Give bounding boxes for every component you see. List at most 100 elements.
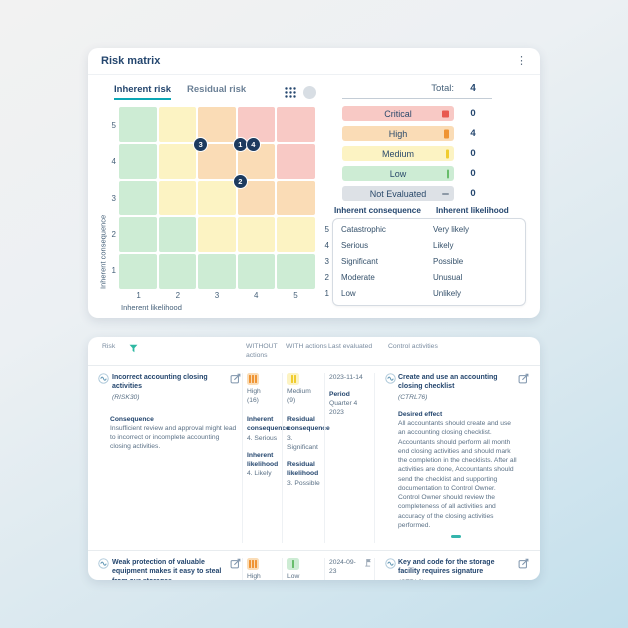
scale-levels-column: 5 4 3 2 1 (320, 218, 332, 306)
likelihood-value: 4. Likely (247, 470, 272, 478)
matrix-legend-section: Total: 4 Critical 0 High 4 Medium 0 Low 0 Not Ev… (320, 81, 530, 312)
legend-row: Medium 0 (342, 146, 492, 161)
scale-likelihood: Possible (433, 257, 464, 266)
view-toggle-circle[interactable] (303, 85, 317, 99)
desired-effect-label: Desired effect (398, 410, 443, 418)
matrix-cell-green[interactable] (158, 217, 197, 253)
legend-swatch-icon (442, 110, 449, 117)
x-tick-label: 1 (136, 291, 141, 300)
consequence-value: 4. Serious (247, 434, 278, 442)
matrix-cell-green[interactable] (119, 107, 157, 142)
likelihood-scale-label: Inherent likelihood (247, 451, 279, 469)
with-actions-cell: Medium (9) Residual consequence 3. Signific… (282, 372, 330, 544)
matrix-cell-green[interactable] (158, 254, 197, 289)
control-edit-icon[interactable] (518, 373, 529, 387)
matrix-cell-orange[interactable] (198, 107, 236, 142)
y-tick-label: 3 (111, 193, 116, 203)
scale-values-box: Catastrophic Very likely Serious Likely Sign… (332, 218, 526, 306)
legend-pill-label: High (388, 128, 408, 139)
risk-bubble[interactable]: 2 (232, 173, 248, 189)
evaluated-date: 2024-09-23 (329, 559, 356, 576)
legend-pill-low[interactable]: Low (342, 166, 454, 181)
scale-consequence: Catastrophic (341, 225, 386, 234)
expand-more-dash[interactable] (451, 535, 461, 539)
without-actions-column-header: WITHOUT actions (246, 343, 278, 359)
total-value: 4 (470, 83, 476, 94)
desired-effect-block: Desired effect All accountants should cre… (398, 410, 517, 530)
legend-pill-medium[interactable]: Medium (342, 146, 454, 161)
scale-level: 3 (324, 257, 329, 266)
total-label: Total: (431, 83, 454, 94)
consequence-value: 3. Significant (287, 434, 318, 451)
x-axis-label: Inherent likelihood (121, 303, 182, 312)
scale-row: Low Unlikely (341, 286, 517, 302)
matrix-cell-green[interactable] (198, 254, 236, 289)
kebab-menu-icon[interactable]: ⋮ (516, 54, 527, 67)
period-value: Quarter 4 2023 (329, 400, 358, 417)
risk-bubble[interactable]: 4 (245, 136, 261, 152)
risk-id: (RISK30) (112, 393, 140, 401)
legend-pill-high[interactable]: High (342, 126, 454, 141)
y-tick-label: 1 (111, 266, 116, 276)
desired-effect-text: All accountants should create and use an… (398, 420, 517, 529)
matrix-cell-green[interactable] (119, 180, 157, 216)
risk-bubble[interactable]: 3 (193, 136, 209, 152)
risk-matrix-grid (119, 107, 315, 289)
severity-label: High (247, 573, 261, 580)
consequence-scale-label: Residual consequence (287, 416, 330, 433)
matrix-cell-green[interactable] (119, 217, 157, 253)
matrix-cell-yellow[interactable] (237, 217, 276, 253)
matrix-cell-green[interactable] (277, 254, 315, 289)
y-tick-label: 4 (111, 157, 116, 167)
scale-likelihood: Unusual (433, 273, 463, 282)
risk-matrix-chart: Inherent consequence 5 4 3 2 1 1 2 3 4 5 Inheren… (98, 107, 320, 312)
tab-residual-risk[interactable]: Residual risk (187, 84, 247, 95)
scale-consequence: Serious (341, 241, 369, 250)
matrix-cell-red[interactable] (277, 143, 315, 179)
legend-pill-critical[interactable]: Critical (342, 106, 454, 121)
severity-label: High (247, 387, 261, 395)
legend-swatch-icon (444, 129, 449, 138)
risk-edit-icon[interactable] (230, 373, 241, 402)
legend-count: 4 (470, 128, 476, 139)
matrix-cell-green[interactable] (119, 143, 157, 179)
risk-matrix-card-body: Inherent risk Residual risk Inherent con… (88, 75, 540, 312)
matrix-cell-red[interactable] (237, 107, 276, 142)
matrix-cell-yellow[interactable] (158, 143, 197, 179)
legend-pill-not-evaluated[interactable]: Not Evaluated (342, 186, 454, 201)
matrix-cell-yellow[interactable] (277, 217, 315, 253)
severity-medium-icon (287, 372, 299, 385)
period-block: Period Quarter 4 2023 (329, 390, 373, 418)
legend-pill-label: Medium (381, 148, 414, 159)
matrix-tabs: Inherent risk Residual risk (114, 81, 320, 103)
card-title: Risk matrix (101, 55, 161, 67)
severity-high-icon (247, 372, 259, 385)
risk-head: Weak protection of valuable equipment ma… (98, 558, 241, 580)
control-trend-icon (385, 558, 396, 572)
matrix-cell-yellow[interactable] (198, 180, 236, 216)
matrix-cell-red[interactable] (277, 107, 315, 142)
filter-funnel-icon[interactable] (129, 344, 138, 353)
tab-inherent-risk[interactable]: Inherent risk (114, 84, 172, 100)
matrix-cell-yellow[interactable] (198, 217, 236, 253)
control-edit-icon[interactable] (518, 558, 529, 572)
consequence-label: Consequence (110, 415, 154, 423)
matrix-cell-yellow[interactable] (158, 107, 197, 142)
control-title: Key and code for the storage facility re… (398, 559, 495, 576)
matrix-cell-yellow[interactable] (158, 180, 197, 216)
risk-column-header: Risk (102, 343, 116, 350)
legend-swatch-icon (447, 169, 449, 178)
risk-table-card: Risk WITHOUT actions WITH actions Last e… (88, 337, 540, 580)
risk-cell: Weak protection of valuable equipment ma… (96, 558, 246, 580)
risk-table-body: Incorrect accounting closing activities (… (88, 366, 540, 580)
bubble-grid-view-icon[interactable] (284, 86, 297, 99)
evaluated-date-row: 2024-09-23 (329, 558, 373, 577)
consequence-text: Insufficient review and approval might l… (110, 424, 237, 451)
matrix-cell-green[interactable] (119, 254, 157, 289)
matrix-cell-orange[interactable] (277, 180, 315, 216)
severity-label: Low (287, 573, 300, 580)
risk-edit-icon[interactable] (230, 558, 241, 580)
matrix-cell-green[interactable] (237, 254, 276, 289)
scale-likelihood: Very likely (433, 225, 470, 234)
with-actions-cell: Low(4)Residual consequence2. ModerateRes… (282, 558, 328, 580)
